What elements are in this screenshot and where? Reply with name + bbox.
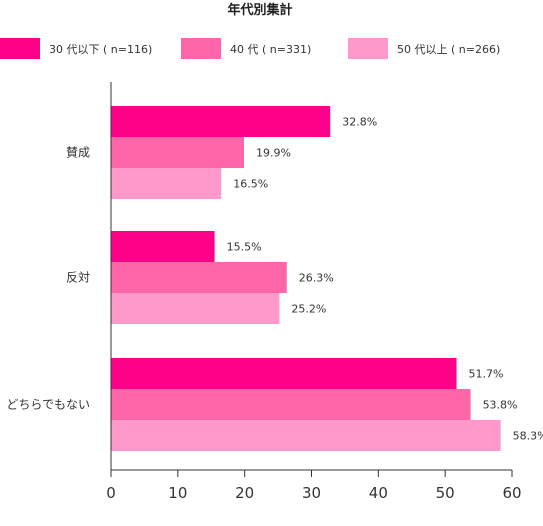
legend-swatch <box>348 38 388 59</box>
data-label: 58.3% <box>513 430 543 443</box>
category-label: 賛成 <box>66 146 90 160</box>
data-label: 19.9% <box>256 147 291 160</box>
category-label: 反対 <box>66 271 90 285</box>
chart-title: 年代別集計 <box>227 2 292 18</box>
bar <box>111 420 501 451</box>
bar <box>111 106 331 137</box>
data-label: 25.2% <box>291 303 326 316</box>
legend: 30 代以下 ( n=116) 40 代 ( n=331) 50 代以上 ( n=2… <box>0 38 500 59</box>
x-tick-label: 40 <box>369 484 388 502</box>
data-label: 16.5% <box>233 178 268 191</box>
bar <box>111 389 471 420</box>
x-tick-label: 0 <box>106 484 116 502</box>
data-label: 26.3% <box>299 272 334 285</box>
legend-swatch <box>181 38 221 59</box>
bar <box>111 262 287 293</box>
category-label: どちらでもない <box>6 398 90 412</box>
bar <box>111 168 222 199</box>
legend-item: 40 代 ( n=331) <box>181 38 311 59</box>
x-tick-label: 10 <box>168 484 187 502</box>
bar <box>111 293 280 324</box>
bar <box>111 231 215 262</box>
data-label: 53.8% <box>483 399 518 412</box>
data-label: 15.5% <box>227 241 262 254</box>
legend-label: 40 代 ( n=331) <box>230 43 311 56</box>
x-tick-label: 20 <box>235 484 254 502</box>
legend-label: 50 代以上 ( n=266) <box>397 43 500 56</box>
bars: 32.8% 19.9% 16.5% 15.5% 26.3% 25.2% 51.7% 53.8%… <box>111 106 543 451</box>
legend-swatch <box>0 38 40 59</box>
bar <box>111 358 457 389</box>
legend-label: 30 代以下 ( n=116) <box>49 43 152 56</box>
data-label: 32.8% <box>342 116 377 129</box>
x-tick-label: 30 <box>302 484 321 502</box>
legend-item: 50 代以上 ( n=266) <box>348 38 500 59</box>
bar <box>111 137 244 168</box>
x-axis: 0 10 20 30 40 50 60 <box>106 82 522 502</box>
data-label: 51.7% <box>469 368 504 381</box>
x-tick-label: 60 <box>502 484 521 502</box>
x-tick-label: 50 <box>436 484 455 502</box>
legend-item: 30 代以下 ( n=116) <box>0 38 152 59</box>
